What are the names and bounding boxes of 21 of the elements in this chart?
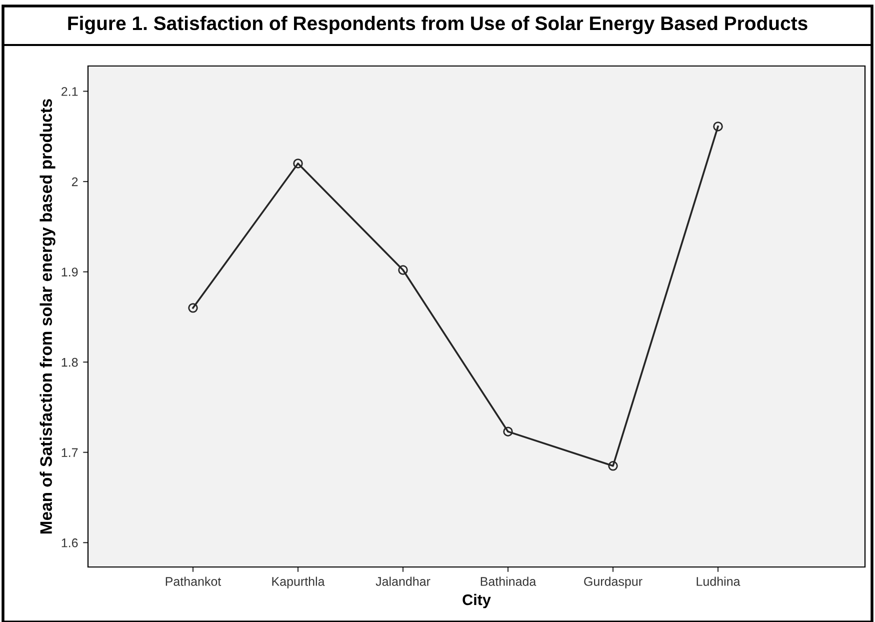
y-tick-label: 1.8 xyxy=(62,358,78,367)
x-tick-label: Gurdaspur xyxy=(584,576,642,588)
y-tick-label: 2.1 xyxy=(62,87,78,96)
y-tick-label: 1.7 xyxy=(62,448,78,457)
x-tick-label: Bathinada xyxy=(480,576,536,586)
x-tick-label: Ludhina xyxy=(696,576,740,586)
chart-title: Figure 1. Satisfaction of Respondents from Use of Solar Energy Based Products xyxy=(68,16,808,34)
y-tick-label: 2 xyxy=(72,177,78,186)
x-tick-label: Jalandhar xyxy=(376,576,430,586)
x-axis-title: City xyxy=(462,594,491,608)
point xyxy=(608,461,618,471)
point xyxy=(398,265,408,275)
y-axis-title: Mean of Satisfaction from solar energy based products xyxy=(40,99,56,534)
point xyxy=(293,158,303,168)
y-tick-label: 1.9 xyxy=(62,268,78,276)
point xyxy=(503,426,513,436)
point xyxy=(188,303,198,313)
point xyxy=(713,122,723,132)
y-tick-label: 1.6 xyxy=(62,538,78,548)
x-tick-label: Pathankot xyxy=(166,576,222,586)
x-tick-label: Kapurthla xyxy=(272,576,325,588)
